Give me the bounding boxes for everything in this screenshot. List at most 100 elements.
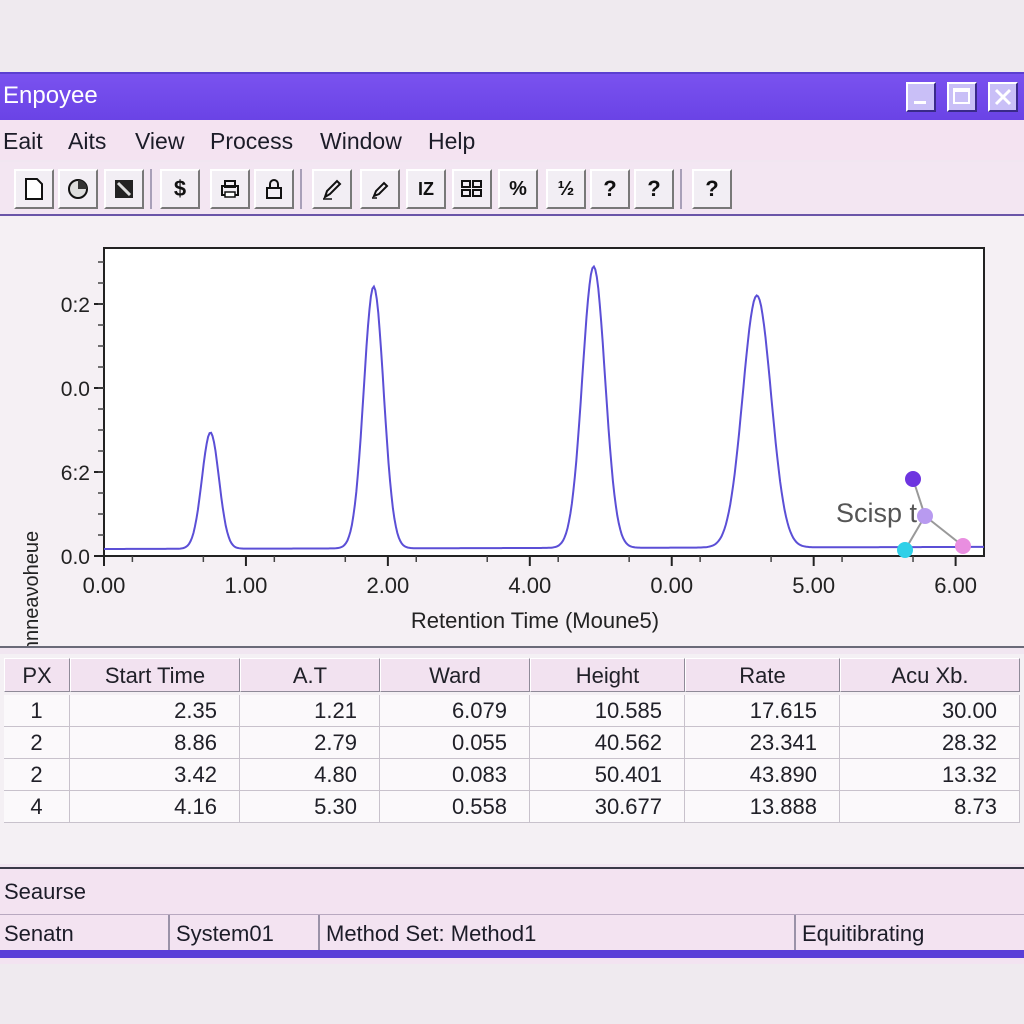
y-tick-label: 0:2 bbox=[61, 294, 90, 317]
chromatogram-trace bbox=[104, 264, 984, 550]
close-button[interactable] bbox=[988, 82, 1018, 112]
new-document-icon bbox=[25, 178, 43, 200]
help-button-1[interactable]: ? bbox=[590, 169, 630, 209]
edit-icon bbox=[372, 181, 389, 199]
percent-button[interactable]: % bbox=[498, 169, 538, 209]
table-row[interactable]: 2 3.42 4.80 0.083 50.401 43.890 13.32 bbox=[0, 759, 1024, 791]
chromatogram-chart: 0.00 1.00 2.00 4.00 0.00 5.00 6.00 0.0 6:2 0.0 0:… bbox=[21, 247, 985, 646]
column-header[interactable]: Ward bbox=[380, 658, 530, 692]
window-bottom-border bbox=[0, 950, 1024, 958]
plot-area bbox=[103, 247, 985, 557]
window-title: Enpoyee bbox=[3, 82, 98, 109]
logo-text: Scisp t bbox=[836, 498, 918, 528]
print-icon bbox=[221, 180, 239, 198]
save-icon bbox=[115, 180, 133, 198]
status-bar: Senatn System01 Method Set: Method1 Equi… bbox=[0, 914, 1024, 953]
help-button-3[interactable]: ? bbox=[692, 169, 732, 209]
table-row[interactable]: 2 8.86 2.79 0.055 40.562 23.341 28.32 bbox=[0, 727, 1024, 759]
table-cell: 4.80 bbox=[240, 759, 380, 791]
logo-node-icon bbox=[897, 542, 913, 558]
x-tick-label: 0.00 bbox=[83, 573, 126, 598]
table-cell: 43.890 bbox=[685, 759, 840, 791]
y-tick-label: 0.0 bbox=[61, 546, 90, 569]
open-button[interactable] bbox=[58, 169, 98, 209]
table-cell: 2.35 bbox=[70, 695, 240, 727]
fraction-icon: ½ bbox=[557, 177, 575, 200]
pen-icon bbox=[323, 179, 342, 200]
column-header[interactable]: Height bbox=[530, 658, 685, 692]
minimize-icon bbox=[914, 101, 926, 104]
table-cell: 50.401 bbox=[530, 759, 685, 791]
integrate-button[interactable]: IZ bbox=[406, 169, 446, 209]
scispot-logo: Scisp t bbox=[836, 471, 971, 558]
table-row[interactable]: 4 4.16 5.30 0.558 30.677 13.888 8.73 bbox=[0, 791, 1024, 823]
menu-window[interactable]: Window bbox=[320, 128, 402, 154]
logo-node-icon bbox=[917, 508, 933, 524]
table-cell: 40.562 bbox=[530, 727, 685, 759]
column-header[interactable]: Start Time bbox=[70, 658, 240, 692]
table-cell: 2 bbox=[4, 727, 70, 759]
cost-button[interactable]: $ bbox=[160, 169, 200, 209]
toolbar-separator bbox=[300, 169, 302, 209]
table-cell: 1.21 bbox=[240, 695, 380, 727]
table-cell: 4 bbox=[4, 791, 70, 823]
menu-process[interactable]: Process bbox=[210, 128, 294, 154]
status-panel-state: Equitibrating bbox=[802, 921, 925, 946]
table-cell: 6.079 bbox=[380, 695, 530, 727]
chromatogram-panel: 0.00 1.00 2.00 4.00 0.00 5.00 6.00 0.0 6:2 0.0 0:… bbox=[0, 216, 1024, 648]
dollar-icon: $ bbox=[173, 176, 187, 201]
x-tick-label: 4.00 bbox=[508, 573, 551, 598]
table-header: PX Start Time A.T Ward Height Rate Acu X… bbox=[0, 658, 1024, 694]
menu-view[interactable]: View bbox=[135, 128, 185, 154]
help-icon: ? bbox=[647, 176, 661, 201]
table-cell: 8.73 bbox=[840, 791, 1020, 823]
title-bar[interactable]: Enpoyee bbox=[0, 74, 1024, 120]
open-icon bbox=[68, 179, 88, 199]
minimize-button[interactable] bbox=[906, 82, 936, 112]
menu-edit[interactable]: Eait bbox=[3, 128, 43, 154]
help-button-2[interactable]: ? bbox=[634, 169, 674, 209]
table-cell: 1 bbox=[4, 695, 70, 727]
table-cell: 5.30 bbox=[240, 791, 380, 823]
peak-table: PX Start Time A.T Ward Height Rate Acu X… bbox=[0, 654, 1024, 930]
table-cell: 10.585 bbox=[530, 695, 685, 727]
help-icon: ? bbox=[603, 176, 617, 201]
lock-button[interactable] bbox=[254, 169, 294, 209]
toolbar-separator bbox=[680, 169, 682, 209]
integrate-icon: IZ bbox=[418, 178, 434, 199]
maximize-icon bbox=[953, 88, 970, 104]
column-header[interactable]: Rate bbox=[685, 658, 840, 692]
table-button[interactable] bbox=[452, 169, 492, 209]
pen-button[interactable] bbox=[312, 169, 352, 209]
table-cell: 13.32 bbox=[840, 759, 1020, 791]
edit-button[interactable] bbox=[360, 169, 400, 209]
table-cell: 13.888 bbox=[685, 791, 840, 823]
print-button[interactable] bbox=[210, 169, 250, 209]
table-cell: 0.083 bbox=[380, 759, 530, 791]
table-cell: 0.055 bbox=[380, 727, 530, 759]
table-cell: 23.341 bbox=[685, 727, 840, 759]
menu-help[interactable]: Help bbox=[428, 128, 476, 154]
status-section: Seaurse Senatn System01 Method Set: Meth… bbox=[0, 867, 1024, 964]
y-tick-label: 6:2 bbox=[61, 462, 90, 485]
lock-icon bbox=[266, 179, 282, 199]
save-button[interactable] bbox=[104, 169, 144, 209]
table-cell: 30.677 bbox=[530, 791, 685, 823]
status-panel-method: Method Set: Method1 bbox=[322, 915, 796, 953]
table-row[interactable]: 1 2.35 1.21 6.079 10.585 17.615 30.00 bbox=[0, 695, 1024, 727]
new-document-button[interactable] bbox=[14, 169, 54, 209]
column-header[interactable]: PX bbox=[4, 658, 70, 692]
x-tick-label: 0.00 bbox=[650, 573, 693, 598]
logo-node-icon bbox=[955, 538, 971, 554]
menu-aits[interactable]: Aits bbox=[68, 128, 107, 154]
column-header[interactable]: A.T bbox=[240, 658, 380, 692]
fraction-button[interactable]: ½ bbox=[546, 169, 586, 209]
x-axis-label: Retention Time (Moune5) bbox=[411, 608, 659, 633]
close-icon bbox=[994, 88, 1012, 106]
maximize-button[interactable] bbox=[947, 82, 977, 112]
table-cell: 30.00 bbox=[840, 695, 1020, 727]
x-tick-label: 5.00 bbox=[792, 573, 835, 598]
column-header[interactable]: Acu Xb. bbox=[840, 658, 1020, 692]
table-cell: 28.32 bbox=[840, 727, 1020, 759]
menu-bar: Eait Aits View Process Window Help bbox=[0, 120, 1024, 160]
